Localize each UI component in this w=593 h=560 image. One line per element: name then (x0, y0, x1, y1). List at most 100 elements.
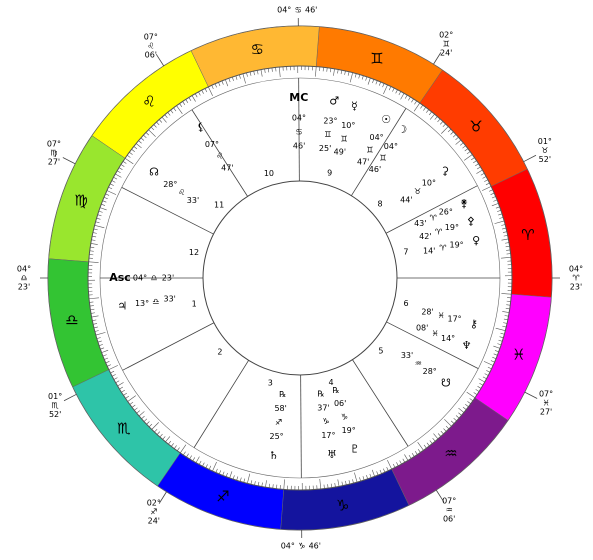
degree-tick (408, 96, 411, 101)
degree-tick (261, 482, 263, 487)
planet-min: 44' (400, 195, 412, 204)
degree-tick (113, 176, 118, 180)
degree-tick (171, 443, 174, 447)
degree-tick (465, 404, 469, 407)
degree-tick (91, 239, 96, 241)
planet: ♆ 14°♓ 08' (416, 323, 472, 352)
house-cusp (191, 109, 248, 197)
planet-deg: 04° (384, 142, 398, 151)
degree-tick (369, 473, 372, 478)
degree-tick (162, 436, 166, 440)
degree-tick (506, 249, 511, 251)
degree-tick (194, 93, 198, 98)
degree-tick (467, 401, 471, 404)
degree-tick (179, 103, 183, 107)
degree-tick (111, 180, 116, 183)
degree-tick (426, 109, 429, 113)
degree-tick (348, 480, 351, 485)
planet-retro: ℞ (317, 390, 324, 399)
cusp-deg: 01° (538, 137, 552, 146)
planet-glyph: ☋ (441, 376, 451, 389)
planet-deg: 19° (342, 426, 356, 435)
cusp-min: 27' (540, 408, 552, 417)
planet-min: 06' (334, 399, 346, 408)
degree-tick (501, 224, 506, 226)
planet-deg: 17° (321, 431, 335, 440)
degree-tick (315, 66, 317, 77)
degree-tick (211, 85, 214, 90)
degree-tick (96, 217, 101, 220)
degree-tick (462, 406, 467, 410)
cusp-sign: ♊ (443, 39, 450, 48)
planet-deg: 23° (323, 116, 337, 125)
cusp-sign: ♐ (150, 508, 157, 517)
degree-tick (228, 78, 231, 83)
degree-tick (479, 382, 484, 386)
planet: ♄ 25° ♐ 58' ℞ (269, 390, 287, 462)
degree-tick (429, 440, 433, 444)
degree-tick (432, 438, 436, 442)
planet-min: 58' (274, 404, 286, 413)
house-number: 2 (217, 347, 222, 356)
degree-tick (400, 93, 405, 100)
degree-tick (239, 74, 241, 79)
cusp-deg: 07° (442, 497, 456, 506)
degree-tick (122, 161, 127, 164)
degree-tick (95, 221, 100, 224)
degree-tick (98, 344, 103, 346)
degree-tick (161, 116, 167, 123)
degree-tick (121, 389, 125, 393)
degree-tick (498, 339, 503, 342)
degree-tick (429, 113, 435, 120)
degree-tick (359, 477, 361, 482)
degree-tick (462, 145, 466, 149)
degree-tick (133, 146, 138, 150)
cusp-sign: ♎ (20, 274, 27, 283)
degree-tick (94, 225, 105, 229)
degree-tick (482, 186, 492, 191)
sign-glyph: ♐ (216, 487, 229, 505)
degree-tick (103, 196, 108, 200)
degree-tick (494, 350, 499, 353)
degree-tick (131, 149, 135, 152)
degree-tick (330, 68, 332, 73)
degree-tick (399, 460, 402, 465)
degree-tick (327, 484, 329, 489)
planet-deg: 04° (133, 274, 147, 283)
degree-tick (340, 70, 343, 75)
degree-tick (143, 418, 148, 422)
degree-tick (439, 121, 444, 125)
cusp-deg: 01° (48, 392, 62, 401)
planet-deg: 04° (292, 114, 306, 123)
degree-tick (402, 458, 406, 463)
degree-tick (189, 455, 192, 460)
degree-tick (119, 386, 124, 390)
degree-tick (141, 415, 145, 420)
degree-tick (362, 476, 365, 481)
planet: ☿ 10° ♊ 49' (334, 99, 358, 156)
degree-tick (150, 126, 155, 131)
house-cusp (386, 321, 479, 369)
planet-min: 23' (162, 274, 174, 283)
degree-tick (475, 163, 479, 167)
degree-tick (208, 86, 213, 96)
degree-tick (366, 475, 368, 480)
planet-min: 47' (221, 163, 233, 172)
degree-tick (486, 370, 491, 373)
planet-glyph: ♆ (462, 339, 472, 352)
degree-tick (176, 105, 183, 114)
degree-tick (93, 323, 98, 325)
cusp-marker (523, 154, 537, 163)
degree-tick (414, 451, 418, 455)
degree-tick (444, 419, 452, 427)
planet-deg: 19° (449, 241, 463, 250)
degree-tick (125, 395, 129, 399)
cusp-sign: ♓ (542, 399, 549, 408)
degree-tick (168, 440, 172, 445)
degree-tick (96, 337, 101, 339)
planet: ♅ 17° ♑ 37' ℞ (317, 390, 337, 462)
degree-tick (99, 207, 107, 211)
planet: ♇ 19° ♑ 06' ℞ (332, 386, 359, 456)
cusp-deg: 04° (281, 541, 295, 550)
